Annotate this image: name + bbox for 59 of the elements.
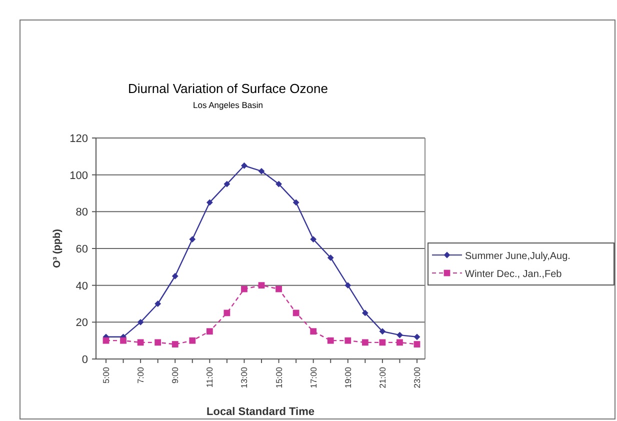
point bbox=[292, 310, 300, 316]
point bbox=[379, 328, 386, 335]
point bbox=[344, 337, 352, 344]
x-tick-label: 19:00 bbox=[342, 366, 353, 388]
point bbox=[414, 334, 420, 340]
point bbox=[414, 341, 420, 348]
point bbox=[258, 282, 265, 289]
y-tick-label: 20 bbox=[76, 317, 88, 330]
point bbox=[362, 310, 368, 316]
point bbox=[396, 332, 403, 338]
x-tick-label: 13:00 bbox=[239, 366, 250, 388]
y-tick-label: 0 bbox=[82, 354, 88, 366]
point bbox=[258, 168, 265, 174]
point bbox=[154, 339, 162, 346]
point bbox=[292, 199, 300, 206]
point bbox=[120, 337, 126, 344]
point bbox=[206, 328, 213, 335]
legend-label: Summer June,July,Aug. bbox=[465, 251, 570, 262]
y-tick-label: 120 bbox=[70, 133, 88, 145]
x-tick-label: 11:00 bbox=[204, 366, 215, 388]
point bbox=[362, 339, 368, 346]
point bbox=[276, 180, 282, 188]
point bbox=[379, 339, 386, 346]
x-tick-label: 9:00 bbox=[170, 366, 180, 384]
point bbox=[137, 318, 144, 326]
point bbox=[224, 180, 230, 188]
point bbox=[327, 254, 334, 261]
point bbox=[102, 337, 110, 344]
legend-label: Winter Dec., Jan.,Feb bbox=[465, 269, 562, 280]
y-tick-label: 80 bbox=[76, 206, 88, 219]
chart-subtitle: Los Angeles Basin bbox=[193, 100, 264, 110]
point bbox=[241, 162, 248, 169]
point bbox=[172, 272, 178, 280]
x-tick-label: 17:00 bbox=[308, 366, 318, 388]
point bbox=[276, 286, 282, 292]
y-tick-label: 100 bbox=[70, 170, 88, 182]
point bbox=[241, 286, 248, 292]
point bbox=[344, 282, 352, 289]
point bbox=[189, 236, 196, 242]
point bbox=[137, 339, 144, 346]
point bbox=[189, 337, 196, 344]
point bbox=[327, 337, 334, 344]
y-tick-label: 40 bbox=[76, 280, 88, 292]
y-tick-label: 60 bbox=[76, 244, 88, 256]
x-tick-label: 7:00 bbox=[136, 366, 146, 384]
x-tick-label: 15:00 bbox=[274, 366, 284, 388]
point bbox=[154, 300, 162, 307]
point bbox=[206, 199, 213, 206]
y-axis-title: O³ (ppb) bbox=[52, 229, 63, 268]
chart-title: Diurnal Variation of Surface Ozone bbox=[128, 81, 328, 96]
point bbox=[396, 339, 403, 346]
point bbox=[224, 310, 230, 316]
x-tick-label: 23:00 bbox=[412, 366, 422, 388]
point bbox=[310, 236, 317, 242]
x-axis-title: Local Standard Time bbox=[206, 406, 314, 418]
x-tick-label: 5:00 bbox=[101, 366, 111, 384]
x-tick-label: 21:00 bbox=[377, 366, 388, 388]
point bbox=[310, 328, 317, 335]
point bbox=[172, 341, 178, 348]
